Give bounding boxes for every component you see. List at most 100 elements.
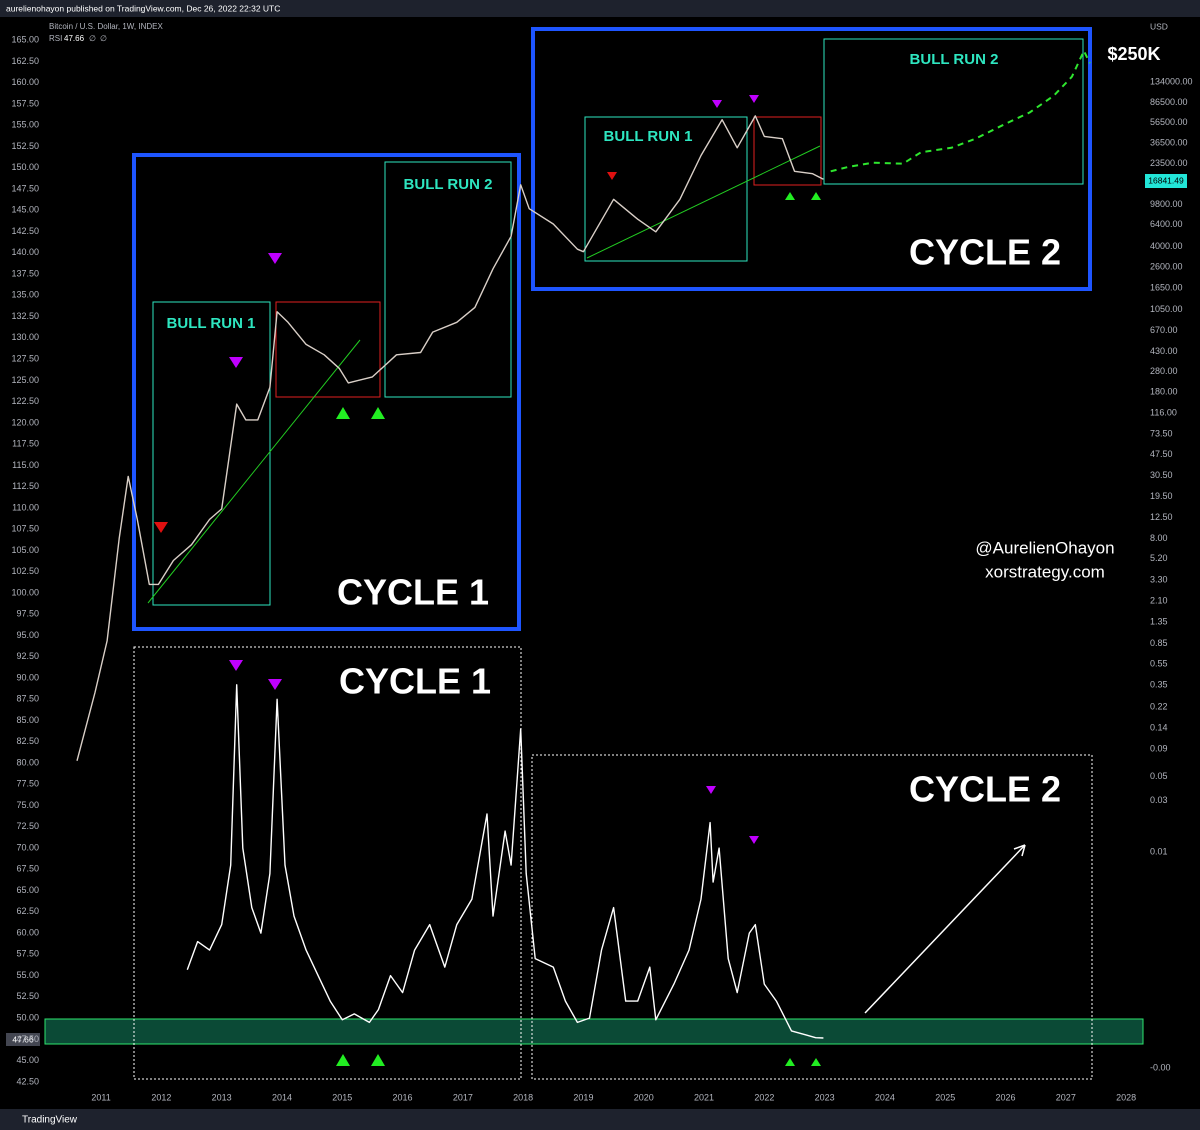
y2-tick-label: 12.50 <box>1150 512 1173 522</box>
y-tick-label: 155.00 <box>11 120 39 130</box>
watermark: xorstrategy.com <box>985 562 1105 581</box>
y-tick-label: 137.50 <box>11 268 39 278</box>
rsi-band <box>44 1018 1144 1045</box>
x-tick-label: 2016 <box>393 1092 413 1102</box>
y2-tick-label: 116.00 <box>1150 407 1177 417</box>
top-markers <box>229 95 759 844</box>
y2-tick-label: 5.20 <box>1150 553 1168 563</box>
y-tick-label: 102.50 <box>11 566 39 576</box>
y2-tick-label: 86500.00 <box>1150 97 1188 107</box>
y-tick-label: 145.00 <box>11 205 39 215</box>
y2-tick-label: 6400.00 <box>1150 219 1183 229</box>
y-tick-label: 147.50 <box>11 183 39 193</box>
x-tick-label: 2012 <box>151 1092 171 1102</box>
y2-tick-label: 36500.00 <box>1150 137 1188 147</box>
cycle-box <box>133 646 522 1080</box>
y2-tick-label: 73.50 <box>1150 429 1173 439</box>
watermark: @AurelienOhayon <box>975 538 1114 557</box>
footer-bar <box>0 1109 1200 1130</box>
y-tick-label: 162.50 <box>11 56 39 66</box>
annotation: CYCLE 2 <box>909 769 1061 810</box>
bear-box <box>753 116 822 186</box>
y-tick-label: 85.00 <box>16 715 39 725</box>
y-tick-label: 120.00 <box>11 417 39 427</box>
x-tick-label: 2011 <box>91 1092 110 1102</box>
bear-box <box>275 301 381 398</box>
x-tick-label: 2028 <box>1116 1092 1136 1102</box>
x-tick-label: 2024 <box>875 1092 895 1102</box>
y-tick-label: 42.50 <box>16 1076 39 1086</box>
y2-tick-label: 30.50 <box>1150 470 1173 480</box>
legend-entry: RSI <box>49 34 62 43</box>
y-tick-label: 135.00 <box>11 290 39 300</box>
y-tick-label: 80.00 <box>16 757 39 767</box>
y-tick-label: 152.50 <box>11 141 39 151</box>
footer: TradingView <box>22 1115 78 1126</box>
y2-tick-label: 134000.00 <box>1150 76 1193 86</box>
y-tick-label: 57.50 <box>16 949 39 959</box>
y-tick-label: 47.50 <box>16 1034 39 1044</box>
x-tick-label: 2013 <box>212 1092 232 1102</box>
y-tick-label: 97.50 <box>16 609 39 619</box>
y2-tick-label: 180.00 <box>1150 387 1178 397</box>
y-tick-label: 87.50 <box>16 694 39 704</box>
y2-tick-label: 1650.00 <box>1150 283 1183 293</box>
price-label: 16841.49 <box>1148 175 1184 185</box>
legend-value: 47.66 <box>64 34 85 43</box>
x-tick-label: 2021 <box>694 1092 714 1102</box>
y-tick-label: 67.50 <box>16 864 39 874</box>
arrow <box>864 844 1026 1014</box>
y-tick-label: 130.00 <box>11 332 39 342</box>
y2-tick-label: 280.00 <box>1150 366 1178 376</box>
y2-tick-label: 1.35 <box>1150 616 1168 626</box>
y-tick-label: 72.50 <box>16 821 39 831</box>
annotation: BULL RUN 1 <box>604 128 693 145</box>
bull-box <box>384 161 512 398</box>
y-tick-label: 140.00 <box>11 247 39 257</box>
y-tick-label: 45.00 <box>16 1055 39 1065</box>
y-tick-label: 127.50 <box>11 354 39 364</box>
y-tick-label: 82.50 <box>16 736 39 746</box>
y-tick-label: 110.00 <box>12 502 39 512</box>
bottom-markers <box>336 192 821 1066</box>
y-tick-label: 122.50 <box>11 396 39 406</box>
bull-box <box>152 301 271 606</box>
arrow-head <box>1013 844 1026 857</box>
y-tick-label: 142.50 <box>11 226 39 236</box>
x-tick-label: 2018 <box>513 1092 533 1102</box>
y2-tick-label: 430.00 <box>1150 346 1178 356</box>
annotation: CYCLE 1 <box>337 572 489 613</box>
legend-entry: Bitcoin / U.S. Dollar, 1W, INDEX <box>49 22 163 31</box>
y2-tick-label: 3.30 <box>1150 574 1168 584</box>
header-bar <box>0 0 1200 17</box>
y2-tick-label: 0.09 <box>1150 743 1168 753</box>
price-line <box>830 49 1091 173</box>
annotation: $250K <box>1107 44 1160 64</box>
y2-tick-label: 23500.00 <box>1150 158 1188 168</box>
x-tick-label: 2017 <box>453 1092 473 1102</box>
y-tick-label: 117.50 <box>12 439 39 449</box>
rsi-line <box>186 684 824 1039</box>
y2-tick-label: 0.05 <box>1150 771 1168 781</box>
x-tick-label: 2022 <box>754 1092 774 1102</box>
cycle-box <box>531 27 1092 291</box>
y2-tick-label: 0.03 <box>1150 795 1168 805</box>
y2-tick-label: 0.14 <box>1150 723 1168 733</box>
bull-box <box>584 116 748 262</box>
y2-tick-label: 0.01 <box>1150 846 1168 856</box>
y2-tick-label: 0.85 <box>1150 638 1168 648</box>
y-tick-label: 65.00 <box>16 885 39 895</box>
price-label-box <box>1145 174 1187 188</box>
y-tick-label: 62.50 <box>16 906 39 916</box>
axis-unit: USD <box>1150 21 1168 31</box>
y-tick-label: 92.50 <box>16 651 39 661</box>
y2-tick-label: 0.22 <box>1150 701 1168 711</box>
y2-tick-label: 47.50 <box>1150 449 1173 459</box>
annotation: BULL RUN 2 <box>910 51 999 68</box>
x-tick-label: 2020 <box>634 1092 654 1102</box>
y2-tick-label: -0.00 <box>1150 1063 1171 1073</box>
cycle-box <box>531 754 1093 1080</box>
warning-markers <box>154 172 617 533</box>
